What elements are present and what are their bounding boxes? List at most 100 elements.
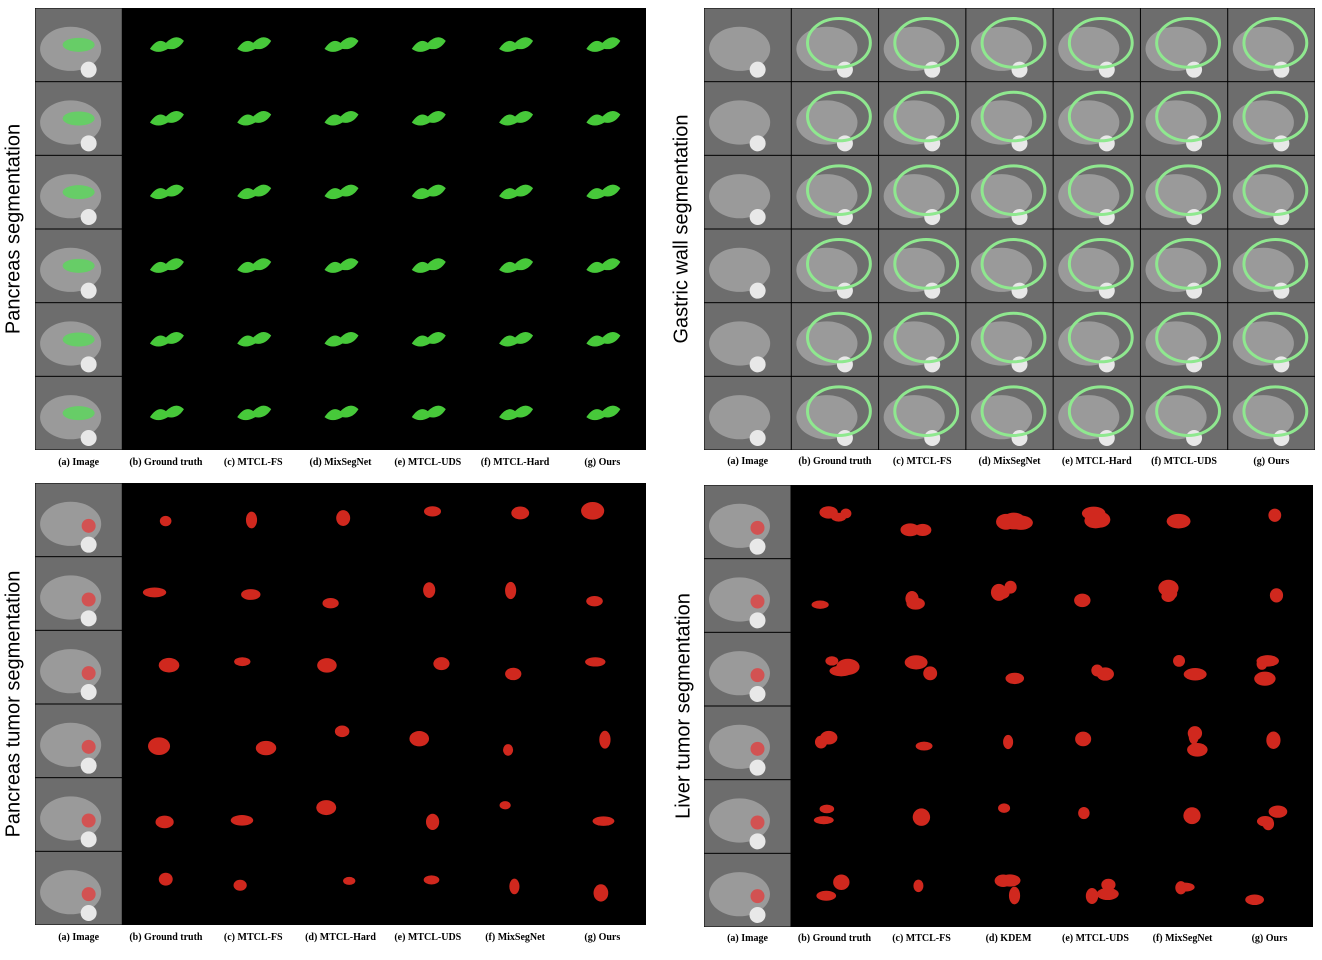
mask [62, 332, 95, 347]
column-label: (a) Image [727, 933, 768, 944]
mask-3d [1074, 593, 1091, 608]
mask-3d [317, 658, 337, 673]
mask-3d [1161, 590, 1176, 602]
mask-3d [511, 506, 530, 520]
mask-3d [581, 501, 605, 520]
panel-background [704, 8, 1315, 450]
mask-3d [1009, 515, 1033, 530]
organ [709, 577, 770, 622]
bone [749, 430, 766, 446]
column-label: (g) Ours [584, 457, 620, 468]
mask-3d [900, 523, 920, 537]
mask-3d [149, 258, 184, 273]
organ [883, 321, 945, 366]
organ [1058, 174, 1120, 219]
segmentation-outline [980, 238, 1047, 290]
mask-3d [324, 258, 359, 273]
mask-3d [324, 331, 359, 347]
mask [81, 813, 96, 828]
organ [709, 651, 770, 696]
mask [62, 185, 95, 200]
segmentation-outline [1155, 90, 1221, 143]
mask-3d [499, 110, 534, 126]
mask-3d [1266, 731, 1281, 749]
mask-3d [593, 884, 609, 902]
organ [1232, 26, 1294, 71]
organ [1058, 395, 1120, 440]
mask-3d [1268, 805, 1288, 818]
panel-background [35, 483, 646, 925]
mask-3d [586, 110, 621, 126]
organ [1145, 321, 1207, 366]
column-label: (a) Image [727, 456, 768, 467]
segmentation-outline [893, 311, 960, 364]
bone [749, 135, 766, 152]
row-label: Pancreas segmentation [2, 124, 24, 334]
bone [749, 538, 766, 555]
bone [80, 757, 97, 774]
bone [80, 905, 97, 921]
mask-3d [586, 405, 621, 421]
mask-3d [592, 816, 615, 826]
mask-3d [1101, 878, 1116, 891]
mask-3d [913, 879, 924, 893]
mask-3d [904, 655, 928, 670]
column-label: (e) MTCL-UDS [394, 457, 461, 468]
mask-3d [505, 581, 517, 600]
segmentation-outline [1242, 90, 1309, 143]
column-label: (a) Image [58, 457, 99, 468]
bone [749, 759, 766, 776]
organ [709, 395, 771, 440]
mask-3d [411, 405, 446, 421]
mask-3d [820, 730, 838, 745]
mask [81, 739, 96, 754]
mask-3d [411, 37, 446, 52]
column-label: (f) MTCL-UDS [1151, 456, 1217, 467]
segmentation-outline [1067, 17, 1134, 69]
bone [749, 282, 766, 299]
row-label: Liver tumor segmentation [672, 593, 694, 819]
mask-3d [423, 582, 436, 598]
mask-3d [237, 37, 272, 52]
bone [749, 907, 766, 923]
organ [1145, 26, 1207, 71]
organ [709, 798, 770, 843]
mask-3d [819, 804, 835, 814]
mask-3d [343, 876, 356, 885]
organ [883, 26, 945, 71]
panel: (a) Image (b) Ground truth (c) MTCL-FS (d) … [2, 483, 646, 943]
mask-3d [923, 666, 938, 681]
mask-3d [149, 405, 184, 421]
mask-3d [825, 656, 839, 666]
mask-3d [159, 515, 172, 527]
bone [749, 209, 766, 225]
organ [1058, 100, 1120, 145]
organ [883, 395, 945, 440]
segmentation-outline [1242, 238, 1309, 290]
mask [750, 668, 765, 683]
column-label: (d) MixSegNet [979, 456, 1042, 467]
mask-3d [411, 184, 446, 200]
column-label: (g) Ours [584, 932, 620, 943]
mask-3d [585, 657, 606, 667]
organ [796, 247, 858, 292]
segmentation-outline [1242, 17, 1309, 69]
column-label: (d) KDEM [986, 933, 1032, 944]
mask-3d [499, 405, 534, 421]
segmentation-outline [1067, 385, 1134, 437]
mask-3d [499, 331, 534, 347]
mask-3d [149, 331, 184, 347]
mask-3d [158, 657, 180, 673]
organ [709, 724, 770, 769]
mask-3d [409, 731, 430, 747]
mask-3d [499, 258, 534, 273]
bone [749, 61, 766, 78]
mask-3d [1268, 508, 1282, 522]
mask [81, 518, 96, 533]
mask-3d [155, 815, 174, 829]
mask-3d [230, 815, 254, 826]
organ [1058, 247, 1120, 292]
mask-3d [245, 511, 258, 529]
bone [80, 430, 97, 446]
